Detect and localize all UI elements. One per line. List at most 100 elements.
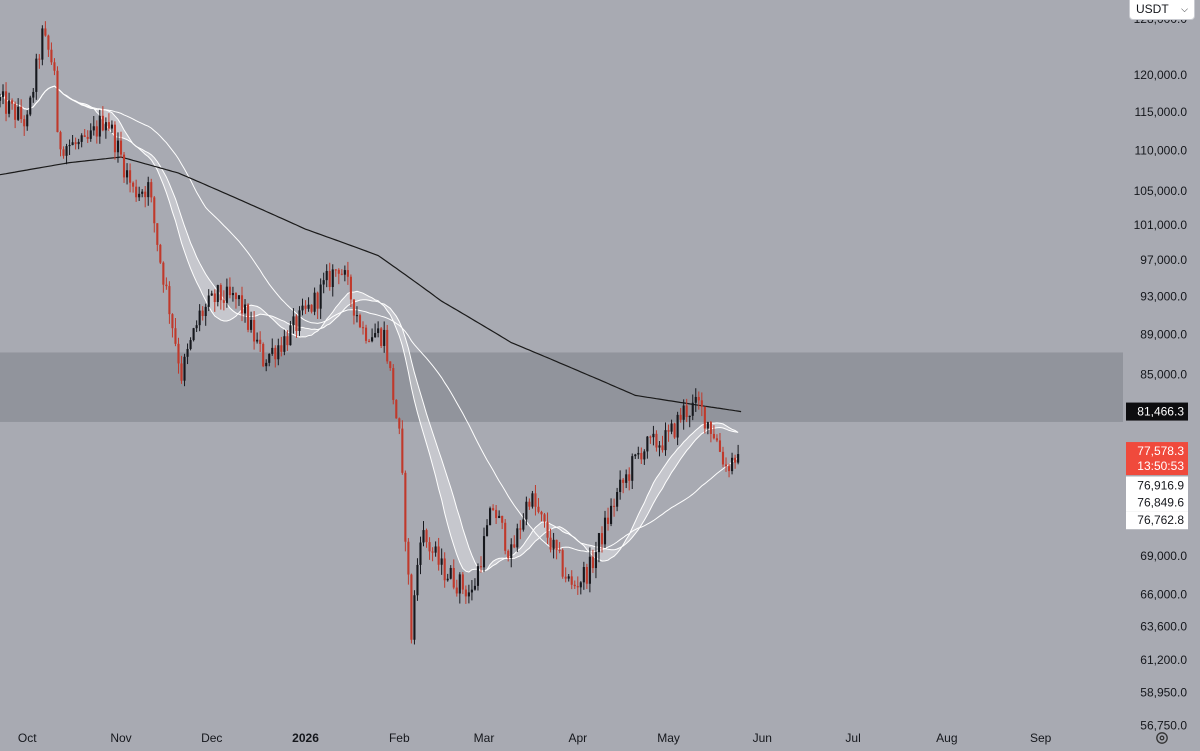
candle-body: [234, 293, 238, 300]
candle-body: [17, 106, 20, 120]
candle-body: [616, 492, 619, 507]
candle: [107, 113, 110, 131]
candle-body: [343, 270, 346, 275]
ma-band-fill: [0, 86, 739, 573]
candle-body: [546, 521, 549, 538]
candle: [585, 563, 588, 589]
candle-body: [495, 509, 498, 519]
currency-select[interactable]: USDT ⌵: [1129, 0, 1195, 20]
candle: [95, 120, 98, 144]
candle-body: [404, 472, 407, 542]
candle: [319, 278, 322, 319]
candle: [349, 274, 352, 308]
ma-long-badge-text: 81,466.3: [1137, 405, 1184, 419]
candle-body: [673, 423, 676, 438]
time-tick-label: Jul: [845, 731, 860, 745]
candle-body: [637, 452, 640, 455]
candle: [334, 269, 337, 277]
candle: [156, 223, 159, 252]
candle-body: [113, 124, 117, 153]
candle-body: [116, 140, 120, 153]
resistance-zone: [0, 352, 1123, 422]
candle-body: [265, 362, 268, 367]
candle-body: [392, 368, 395, 400]
candle-body: [20, 106, 23, 120]
candle: [401, 420, 404, 475]
candle: [727, 463, 731, 478]
candle-body: [455, 587, 458, 594]
candle-body: [89, 130, 92, 139]
candle: [464, 585, 467, 604]
candle: [510, 538, 513, 568]
gear-icon[interactable]: [1153, 729, 1171, 747]
candle: [210, 290, 213, 296]
candle: [528, 498, 531, 510]
candle: [461, 572, 464, 595]
candle: [113, 121, 117, 160]
candle-body: [322, 280, 325, 285]
last-price-badge: 77,578.3: [1126, 442, 1188, 461]
candle: [594, 541, 597, 579]
candle: [410, 573, 413, 644]
candle-body: [222, 300, 225, 303]
ma-2-badge-text: 76,849.6: [1137, 495, 1184, 509]
candle-body: [594, 552, 597, 569]
candle-body: [383, 329, 386, 346]
candle: [431, 547, 434, 562]
candle: [567, 574, 570, 582]
candle: [549, 528, 552, 553]
candle: [537, 498, 540, 514]
candle-body: [721, 451, 725, 465]
candle: [679, 408, 682, 423]
candle: [706, 421, 709, 435]
countdown-badge-text: 13:50:53: [1137, 459, 1184, 473]
candle: [688, 415, 691, 428]
candle: [83, 129, 86, 138]
ma-1-badge-bg: [1126, 476, 1188, 495]
candle: [395, 399, 398, 419]
candle: [295, 314, 298, 338]
candle-body: [310, 304, 313, 312]
candle-body: [510, 544, 513, 559]
candle: [555, 539, 558, 560]
time-tick-label: Feb: [389, 731, 410, 745]
candle-body: [655, 433, 658, 448]
candle: [250, 311, 253, 333]
candle: [619, 470, 622, 500]
ma-3-badge-bg: [1126, 511, 1188, 530]
candle: [292, 308, 295, 334]
candle-body: [734, 457, 737, 463]
candle-body: [407, 541, 410, 575]
candle: [328, 262, 331, 291]
candle-body: [697, 396, 700, 401]
candle-body: [165, 284, 168, 287]
candle: [383, 321, 386, 353]
candle-body: [186, 348, 189, 357]
candle: [271, 338, 274, 356]
candle-body: [579, 582, 582, 588]
candle: [62, 146, 65, 159]
candle: [77, 138, 80, 150]
candle-body: [283, 336, 286, 352]
candle-body: [8, 100, 11, 114]
candle-body: [434, 546, 437, 553]
candle-body: [292, 316, 295, 326]
candle-body: [80, 135, 83, 142]
candle: [355, 306, 359, 323]
candle: [71, 134, 74, 146]
candle-body: [700, 400, 703, 407]
time-tick-label: Apr: [568, 731, 587, 745]
candle: [4, 82, 8, 122]
candle-body: [625, 474, 628, 483]
candle-body: [14, 103, 17, 120]
candle-body: [289, 325, 292, 346]
candle: [413, 590, 416, 645]
candle-body: [688, 415, 691, 418]
candle: [398, 417, 401, 435]
candle: [98, 109, 101, 144]
candle-body: [640, 452, 643, 460]
candle: [495, 505, 498, 525]
candle: [482, 527, 486, 573]
candle: [552, 532, 555, 559]
